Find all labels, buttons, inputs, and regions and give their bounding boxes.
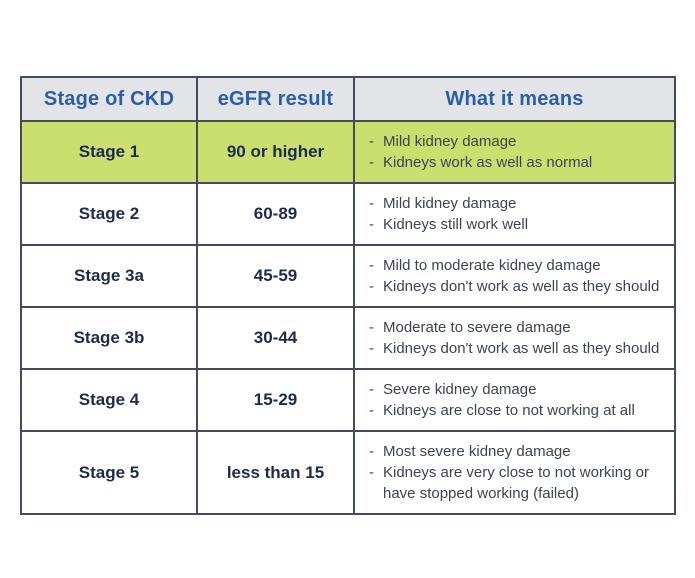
meaning-list: - Mild kidney damage - Kidneys work as w… bbox=[353, 120, 676, 184]
table-header-row: Stage of CKD eGFR result What it means bbox=[20, 76, 676, 122]
meaning-item: - Kidneys work as well as normal bbox=[369, 152, 666, 173]
meaning-text: Kidneys still work well bbox=[383, 216, 529, 233]
meaning-list: - Mild kidney damage - Kidneys still wor… bbox=[353, 182, 676, 246]
meaning-text: Most severe kidney damage bbox=[383, 443, 571, 460]
dash-bullet: - bbox=[369, 195, 374, 212]
meaning-item: - Kidneys are close to not working at al… bbox=[369, 400, 666, 421]
dash-bullet: - bbox=[369, 216, 374, 233]
meaning-text: Mild kidney damage bbox=[383, 133, 517, 150]
meaning-text: Mild kidney damage bbox=[383, 195, 517, 212]
meaning-list: - Most severe kidney damage - Kidneys ar… bbox=[353, 430, 676, 515]
table-row-stage-1: Stage 1 90 or higher - Mild kidney damag… bbox=[20, 120, 676, 184]
dash-bullet: - bbox=[369, 278, 374, 295]
meaning-item: - Mild kidney damage bbox=[369, 193, 666, 214]
header-cell-meaning: What it means bbox=[353, 76, 676, 122]
header-cell-egfr: eGFR result bbox=[196, 76, 355, 122]
meaning-item: - Kidneys still work well bbox=[369, 214, 666, 235]
dash-bullet: - bbox=[369, 133, 374, 150]
meaning-list: - Severe kidney damage - Kidneys are clo… bbox=[353, 368, 676, 432]
dash-bullet: - bbox=[369, 381, 374, 398]
dash-bullet: - bbox=[369, 402, 374, 419]
meaning-text: Moderate to severe damage bbox=[383, 319, 571, 336]
meaning-text: Kidneys are close to not working at all bbox=[383, 402, 635, 419]
dash-bullet: - bbox=[369, 154, 374, 171]
meaning-item: - Moderate to severe damage bbox=[369, 317, 666, 338]
dash-bullet: - bbox=[369, 443, 374, 460]
egfr-value: less than 15 bbox=[196, 430, 355, 515]
meaning-item: - Kidneys don't work as well as they sho… bbox=[369, 338, 666, 359]
meaning-list: - Mild to moderate kidney damage - Kidne… bbox=[353, 244, 676, 308]
dash-bullet: - bbox=[369, 340, 374, 357]
meaning-text: Severe kidney damage bbox=[383, 381, 537, 398]
stage-label: Stage 1 bbox=[20, 120, 198, 184]
ckd-stages-table: Stage of CKD eGFR result What it means S… bbox=[20, 76, 676, 515]
meaning-text: Kidneys don't work as well as they shoul… bbox=[383, 340, 660, 357]
meaning-text: Kidneys are very close to not working or… bbox=[383, 464, 649, 502]
meaning-item: - Mild to moderate kidney damage bbox=[369, 255, 666, 276]
meaning-item: - Severe kidney damage bbox=[369, 379, 666, 400]
egfr-value: 15-29 bbox=[196, 368, 355, 432]
header-cell-stage: Stage of CKD bbox=[20, 76, 198, 122]
table-row-stage-3b: Stage 3b 30-44 - Moderate to severe dama… bbox=[20, 306, 676, 370]
stage-label: Stage 5 bbox=[20, 430, 198, 515]
meaning-item: - Kidneys are very close to not working … bbox=[369, 462, 666, 504]
meaning-item: - Kidneys don't work as well as they sho… bbox=[369, 276, 666, 297]
dash-bullet: - bbox=[369, 464, 374, 481]
table-row-stage-4: Stage 4 15-29 - Severe kidney damage - K… bbox=[20, 368, 676, 432]
egfr-value: 90 or higher bbox=[196, 120, 355, 184]
stage-label: Stage 3b bbox=[20, 306, 198, 370]
dash-bullet: - bbox=[369, 319, 374, 336]
egfr-value: 60-89 bbox=[196, 182, 355, 246]
meaning-text: Kidneys work as well as normal bbox=[383, 154, 593, 171]
stage-label: Stage 4 bbox=[20, 368, 198, 432]
table-row-stage-3a: Stage 3a 45-59 - Mild to moderate kidney… bbox=[20, 244, 676, 308]
meaning-text: Mild to moderate kidney damage bbox=[383, 257, 601, 274]
meaning-item: - Most severe kidney damage bbox=[369, 441, 666, 462]
egfr-value: 30-44 bbox=[196, 306, 355, 370]
meaning-list: - Moderate to severe damage - Kidneys do… bbox=[353, 306, 676, 370]
dash-bullet: - bbox=[369, 257, 374, 274]
table-row-stage-2: Stage 2 60-89 - Mild kidney damage - Kid… bbox=[20, 182, 676, 246]
stage-label: Stage 3a bbox=[20, 244, 198, 308]
meaning-text: Kidneys don't work as well as they shoul… bbox=[383, 278, 660, 295]
table-row-stage-5: Stage 5 less than 15 - Most severe kidne… bbox=[20, 430, 676, 515]
stage-label: Stage 2 bbox=[20, 182, 198, 246]
egfr-value: 45-59 bbox=[196, 244, 355, 308]
meaning-item: - Mild kidney damage bbox=[369, 131, 666, 152]
